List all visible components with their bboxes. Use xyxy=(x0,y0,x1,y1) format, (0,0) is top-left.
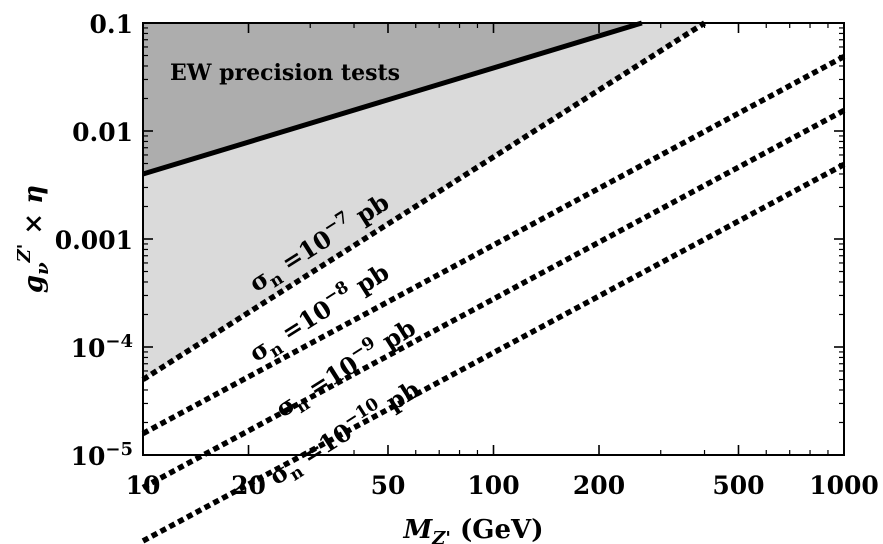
y-tick-label: 0.01 xyxy=(72,118,133,147)
y-tick-label: 0.001 xyxy=(55,226,133,255)
ew-bound-line xyxy=(142,20,643,177)
y-tick-label: 10−5 xyxy=(71,439,133,471)
x-tick-label: 50 xyxy=(371,471,406,500)
axis-ticks: 10 20 50 100 200 500 1000 0.1 0.01 0.001 10−4 10−5 xyxy=(55,10,879,500)
ew-region-label: EW precision tests xyxy=(170,60,400,86)
y-tick-label: 0.1 xyxy=(90,10,134,39)
sigma-contour-line-3 xyxy=(141,108,846,490)
sigma-contour-line-4 xyxy=(141,162,846,544)
x-tick-label: 500 xyxy=(712,471,764,500)
x-tick-label: 10 xyxy=(126,471,161,500)
x-tick-label: 200 xyxy=(573,471,625,500)
y-axis-label: gνZ' × η xyxy=(14,185,53,293)
sigma-contour-line-1 xyxy=(141,20,706,382)
x-tick-label: 100 xyxy=(467,471,519,500)
x-axis-label: MZ' (GeV) xyxy=(402,515,543,544)
x-tick-label: 20 xyxy=(231,471,266,500)
series-lines xyxy=(141,20,846,544)
x-tick-label: 1000 xyxy=(809,471,879,500)
axis-labels: MZ' (GeV) gνZ' × η xyxy=(14,185,544,544)
sigma-contour-line-2 xyxy=(141,54,846,436)
y-tick-label: 10−4 xyxy=(71,331,133,363)
